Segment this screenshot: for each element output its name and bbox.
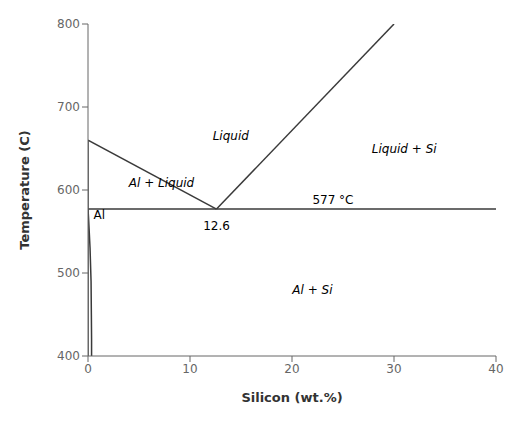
svg-text:Al + Si: Al + Si	[291, 283, 333, 297]
svg-text:Temperature (C): Temperature (C)	[17, 130, 32, 249]
svg-text:700: 700	[57, 100, 80, 114]
svg-text:40: 40	[488, 362, 503, 376]
svg-text:0: 0	[84, 362, 92, 376]
svg-text:800: 800	[57, 17, 80, 31]
svg-text:600: 600	[57, 183, 80, 197]
svg-text:30: 30	[386, 362, 401, 376]
svg-text:20: 20	[284, 362, 299, 376]
svg-text:500: 500	[57, 266, 80, 280]
svg-text:12.6: 12.6	[203, 219, 230, 233]
svg-text:Al + Liquid: Al + Liquid	[128, 176, 195, 190]
svg-text:Liquid: Liquid	[213, 129, 250, 143]
svg-text:Liquid + Si: Liquid + Si	[372, 142, 437, 156]
svg-text:Silicon (wt.%): Silicon (wt.%)	[241, 390, 342, 405]
svg-text:Al: Al	[94, 208, 106, 222]
svg-text:10: 10	[182, 362, 197, 376]
svg-text:400: 400	[57, 349, 80, 363]
svg-text:577 °C: 577 °C	[312, 193, 353, 207]
